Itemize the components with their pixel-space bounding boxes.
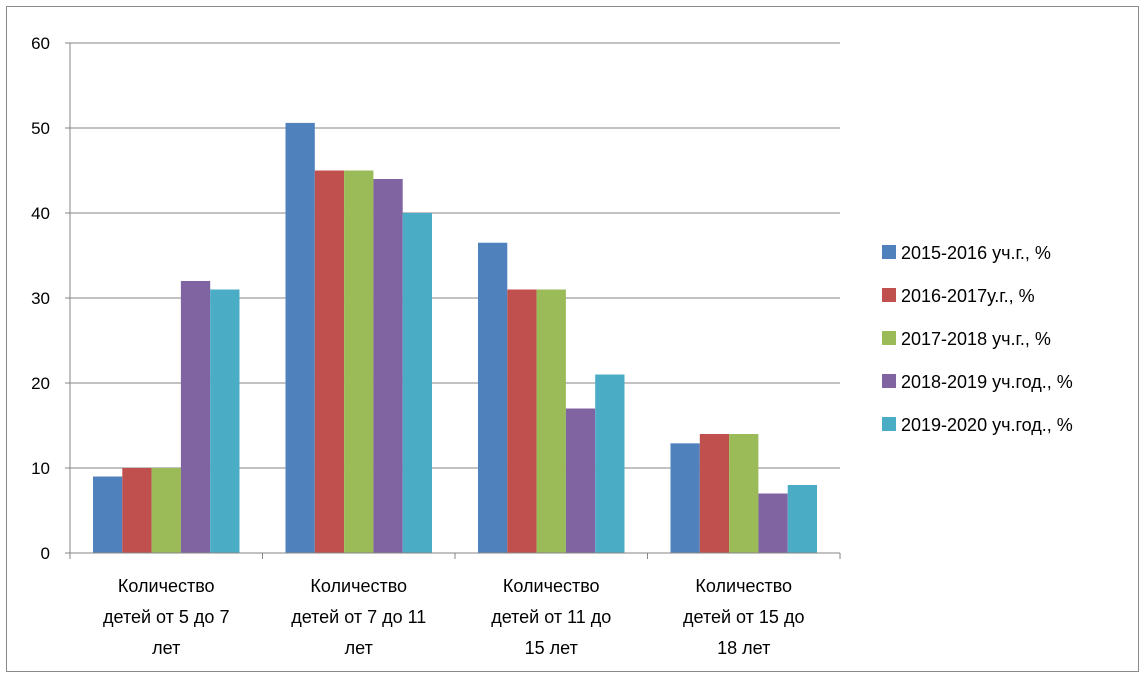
legend-label: 2017-2018 уч.г., % bbox=[901, 329, 1051, 349]
bar bbox=[758, 493, 788, 553]
legend-swatch bbox=[882, 245, 896, 259]
legend-label: 2016-2017у.г., % bbox=[901, 286, 1035, 306]
bar bbox=[285, 122, 315, 554]
y-tick-label: 30 bbox=[31, 289, 50, 308]
bar bbox=[151, 468, 181, 553]
bar bbox=[670, 443, 700, 553]
legend-label: 2019-2020 уч.год., % bbox=[901, 415, 1073, 435]
axis-labels: 0 10 20 30 40 50 60 Количество детей от 5 до 7 ле… bbox=[31, 34, 804, 658]
y-tick-label: 40 bbox=[31, 204, 50, 223]
legend-swatch bbox=[882, 417, 896, 431]
bar bbox=[478, 242, 508, 553]
x-category-label: Количество детей от 11 до 15 лет bbox=[491, 576, 611, 658]
bar bbox=[565, 408, 596, 553]
bar bbox=[507, 289, 537, 553]
bar bbox=[122, 468, 152, 553]
y-tick-label: 60 bbox=[31, 34, 50, 53]
bar bbox=[402, 213, 432, 553]
y-tick-label: 0 bbox=[41, 544, 50, 563]
x-category-label: Количество детей от 7 до 11 лет bbox=[291, 576, 426, 658]
x-category-label: Количество детей от 5 до 7 лет bbox=[103, 576, 229, 658]
bar bbox=[373, 179, 403, 553]
axes bbox=[65, 42, 841, 559]
bar bbox=[595, 374, 625, 553]
bar bbox=[344, 170, 374, 553]
legend-swatch bbox=[882, 331, 896, 345]
bars bbox=[93, 122, 817, 554]
legend-swatch bbox=[882, 288, 896, 302]
legend-label: 2015-2016 уч.г., % bbox=[901, 243, 1051, 263]
bar bbox=[210, 289, 240, 553]
bar bbox=[699, 434, 730, 553]
bar bbox=[729, 434, 759, 553]
y-tick-label: 50 bbox=[31, 119, 50, 138]
bar bbox=[536, 289, 566, 553]
y-tick-label: 10 bbox=[31, 459, 50, 478]
y-tick-label: 20 bbox=[31, 374, 50, 393]
x-category-label: Количество детей от 15 до 18 лет bbox=[683, 576, 804, 658]
legend-swatch bbox=[882, 374, 896, 388]
legend: 2015-2016 уч.г., % 2016-2017у.г., % 2017-2… bbox=[882, 243, 1073, 435]
bar bbox=[787, 485, 817, 553]
bar bbox=[314, 170, 345, 553]
bar bbox=[180, 281, 211, 553]
legend-label: 2018-2019 уч.год., % bbox=[901, 372, 1073, 392]
bar bbox=[93, 476, 123, 553]
